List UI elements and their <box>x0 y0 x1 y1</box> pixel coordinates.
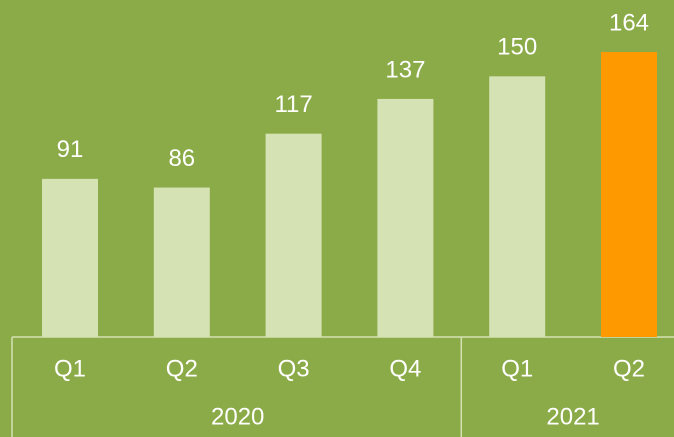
bar <box>489 76 546 337</box>
x-tick-label: Q1 <box>501 355 533 382</box>
bar <box>42 178 98 337</box>
value-label: 150 <box>497 34 537 61</box>
bar <box>153 187 210 337</box>
x-tick-label: Q4 <box>389 355 421 382</box>
bar <box>377 98 434 337</box>
x-tick-label: Q1 <box>54 355 86 382</box>
x-tick-label: Q2 <box>166 355 198 382</box>
bar <box>265 133 322 337</box>
x-tick-label: Q2 <box>613 355 645 382</box>
value-label: 137 <box>385 56 425 83</box>
bar <box>601 52 657 337</box>
group-label: 2021 <box>546 403 599 430</box>
value-label: 117 <box>274 91 312 118</box>
value-label: 86 <box>168 145 195 172</box>
x-tick-label: Q3 <box>278 355 310 382</box>
value-label: 91 <box>57 136 84 163</box>
value-label: 164 <box>609 9 649 36</box>
group-label: 2020 <box>211 403 264 430</box>
